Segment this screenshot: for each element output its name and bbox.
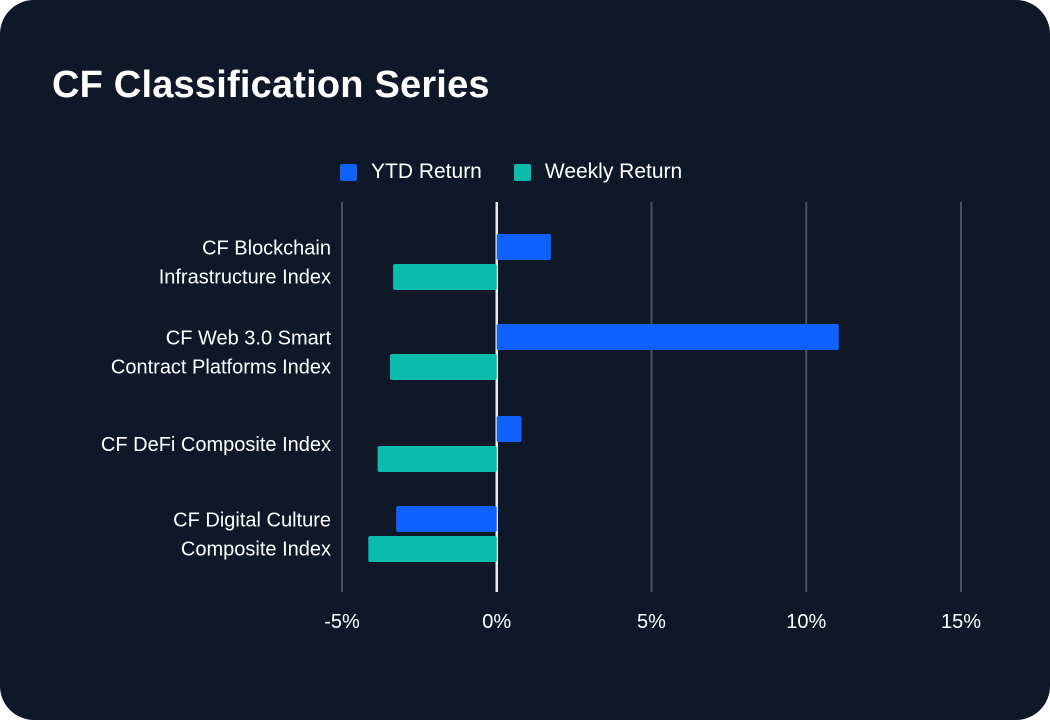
bar-weekly-1[interactable]: [389, 354, 497, 380]
bar-ytd-2[interactable]: [496, 416, 522, 442]
category-label: CF Web 3.0 Smart: [166, 328, 332, 350]
bar-ytd-0[interactable]: [496, 234, 551, 260]
category-label: CF Blockchain: [202, 238, 331, 260]
x-tick-label: 10%: [786, 611, 826, 633]
legend-item-weekly[interactable]: Weekly Return: [513, 160, 683, 184]
chart-title: CF Classification Series: [52, 64, 490, 106]
bar-weekly-2[interactable]: [377, 446, 497, 472]
x-tick-label: 5%: [637, 611, 666, 633]
category-label: CF Digital Culture: [173, 510, 331, 532]
x-tick-label: 0%: [482, 611, 511, 633]
category-label: Infrastructure Index: [159, 267, 331, 289]
legend-swatch-weekly: [513, 163, 531, 181]
legend-label-weekly: Weekly Return: [544, 160, 683, 183]
legend-label-ytd: YTD Return: [371, 160, 482, 183]
category-label: Composite Index: [181, 539, 331, 561]
x-tick-label: -5%: [324, 611, 360, 633]
category-label: Contract Platforms Index: [111, 357, 331, 379]
bar-weekly-3[interactable]: [368, 536, 497, 562]
legend-item-ytd[interactable]: YTD Return: [340, 160, 482, 184]
category-label: CF DeFi Composite Index: [101, 434, 331, 456]
legend-swatch-ytd: [340, 163, 357, 181]
bar-ytd-1[interactable]: [496, 324, 839, 350]
x-tick-label: 15%: [941, 611, 981, 633]
legend: YTD Return Weekly Return: [340, 160, 714, 184]
bar-ytd-3[interactable]: [396, 506, 497, 532]
bar-weekly-0[interactable]: [393, 264, 497, 290]
